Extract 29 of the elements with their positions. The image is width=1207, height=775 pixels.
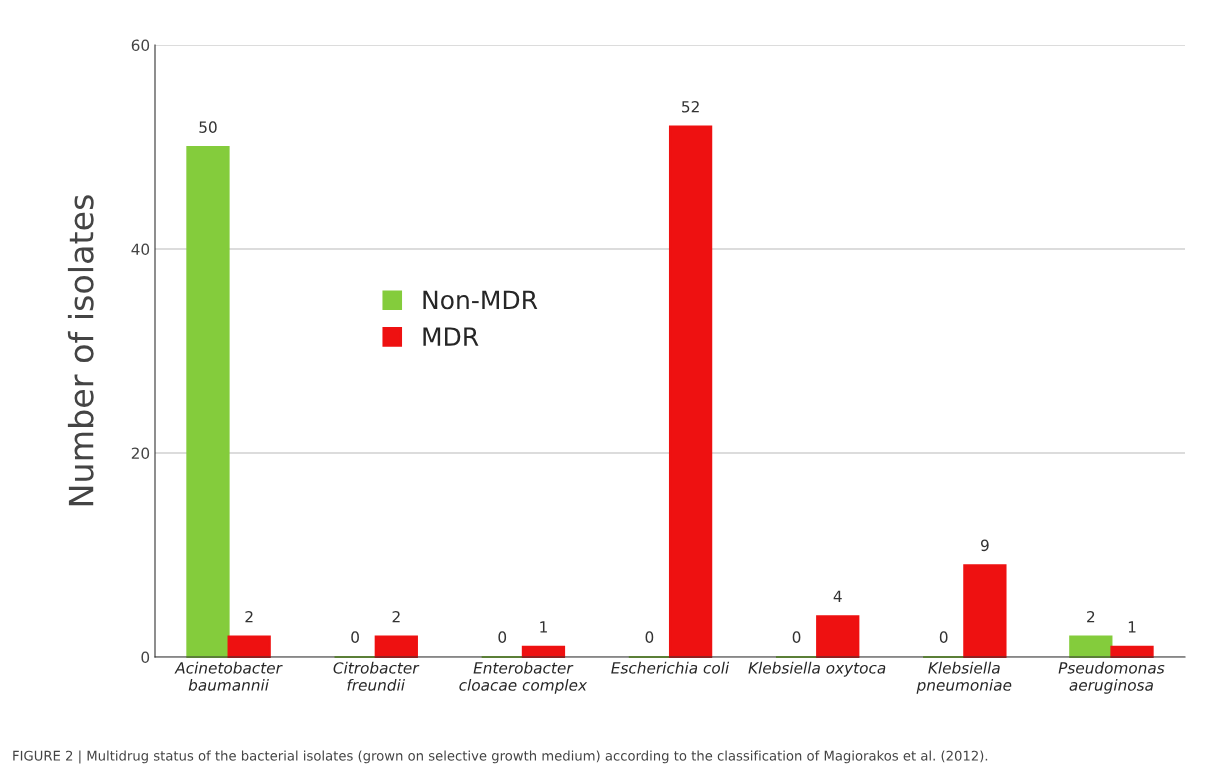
y-axis-title: Number of isolates <box>67 195 94 506</box>
legend-label: MDR <box>423 327 479 346</box>
data-label: 50 <box>199 121 217 133</box>
x-tick-label: Klebsiella pneumoniae <box>916 661 1012 694</box>
x-tick-label: Citrobacter freundii <box>333 661 420 691</box>
y-tick-label: 40 <box>131 243 150 256</box>
data-label: 2 <box>245 610 253 623</box>
legend-label: Non-MDR <box>423 290 538 310</box>
data-label: 0 <box>645 631 654 643</box>
y-tick-label: 20 <box>131 447 150 460</box>
data-label: 52 <box>682 100 699 113</box>
data-label: 0 <box>792 631 801 643</box>
data-label: 9 <box>980 539 989 552</box>
y-tick-label: 60 <box>131 39 150 52</box>
data-label: 0 <box>498 631 507 643</box>
x-tick-label: Pseudomonas aeruginosa <box>1058 661 1165 694</box>
data-label: 1 <box>1128 621 1136 633</box>
x-tick-label: Enterobacter cloacae complex <box>459 661 588 694</box>
caption: FIGURE 2 | Multidrug status of the bacterial isolates (grown on selective growth medium) according to the classification of Magiorakos et al. (2012). <box>13 750 988 764</box>
data-label: 1 <box>540 621 547 633</box>
x-tick-label: Escherichia coli <box>611 661 730 674</box>
x-tick-label: Klebsiella oxytoca <box>748 661 886 677</box>
data-label: 2 <box>1087 610 1095 623</box>
data-label: 4 <box>833 590 842 602</box>
data-label: 2 <box>392 610 400 623</box>
y-tick-label: 0 <box>141 651 150 664</box>
data-label: 0 <box>939 631 948 643</box>
x-tick-label: Acinetobacter baumannii <box>174 661 283 691</box>
data-label: 0 <box>351 631 359 643</box>
